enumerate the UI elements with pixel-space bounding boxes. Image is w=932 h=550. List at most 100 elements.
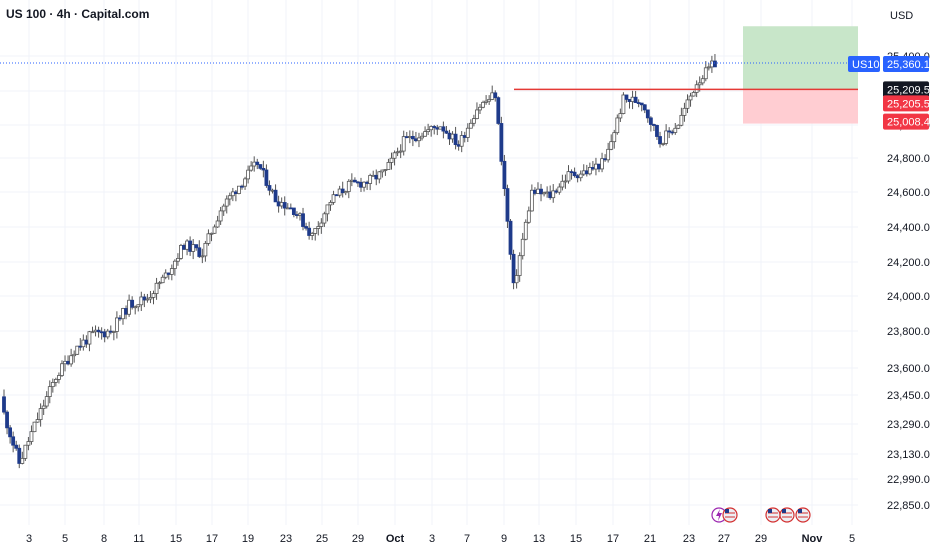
stop-badge-bg [883,113,929,130]
candle-up [81,339,86,348]
candle-up [606,148,611,161]
candle-down [295,214,299,216]
candle-up [526,210,531,223]
candle-up [75,345,80,355]
candle-up [252,161,257,167]
candle-up [133,306,138,309]
candle-up [438,126,443,130]
candle-up [325,204,330,215]
candle-up [145,298,150,301]
candle-down [291,207,296,215]
candle-up [700,78,705,84]
candle-up [682,107,687,116]
candle-up [395,151,400,154]
candle-down [432,126,437,129]
candle-up [563,180,568,183]
candle-up [172,260,177,269]
x-tick-label: Nov [802,533,824,545]
candle-up [377,171,382,180]
candle-down [182,244,186,250]
candle-down [255,161,260,165]
candle-up [47,386,52,397]
candle-down [658,136,662,145]
candle-up [343,191,348,194]
candle-down [667,130,672,133]
candle-up [661,142,665,145]
symbol-badge-bg [848,55,880,72]
candle-up [529,189,534,212]
target-zone [743,26,858,90]
candle-up [545,191,550,194]
candle-down [639,102,644,106]
candle-up [224,198,229,207]
candle-up [465,127,470,138]
candle-up [285,207,290,210]
candle-down [301,213,305,227]
lightning-glyph [716,509,722,521]
candle-up [246,169,251,180]
candle-up [691,92,696,97]
candle-down [441,126,446,132]
candle-up [206,233,211,244]
candle-up [630,96,635,102]
candle-up [349,179,354,182]
candle-up [600,158,604,170]
candle-up [121,308,125,320]
candle-up [676,124,681,129]
x-tick-label: 17 [206,533,218,545]
x-tick-label: 29 [755,533,767,545]
y-tick-label: 24,000.0 [887,291,930,303]
candle-up [221,205,226,212]
candle-up [139,296,144,306]
candle-up [673,127,678,133]
candle-up [517,255,522,276]
flag-canton [782,509,786,513]
candle-up [270,189,275,192]
candle-down [5,411,9,429]
candle-up [587,167,592,175]
candle-up [471,118,476,124]
candle-down [334,194,339,197]
candle-up [688,95,693,101]
candle-down [194,244,199,249]
candle-down [444,130,449,134]
candle-up [386,162,391,170]
candle-up [243,178,247,187]
candle-up [706,66,711,69]
y-tick-label: 23,290.0 [887,419,930,431]
candle-up [191,244,196,252]
price-badges: US100 25,360.1 25,209.5 25,205.5 25,008.4 [848,55,930,130]
candle-down [8,427,13,438]
y-tick-label: 23,130.0 [887,449,930,461]
candle-up [664,130,669,144]
x-tick-label: 7 [464,533,470,545]
candle-up [279,202,284,207]
candle-up [44,396,49,407]
candle-up [450,133,455,140]
candle-up [87,331,92,345]
candle-down [2,396,6,413]
last-price-badge: 25,360.1 [887,59,930,71]
candle-down [276,201,281,207]
candle-down [240,185,244,188]
candle-down [624,94,629,100]
candle-up [362,181,366,188]
candle-up [609,141,614,150]
candle-up [215,220,220,228]
currency-label: USD [890,10,914,22]
symbol-badge: US100 [852,59,886,71]
candle-up [310,233,315,236]
candle-down [142,296,147,301]
candle-down [108,330,113,333]
chart-title: US 100 · 4h · Capital.com [6,7,150,21]
candle-down [462,135,467,138]
candle-up [520,238,525,257]
candle-up [111,331,116,333]
flag-canton [768,509,772,513]
x-tick-label: 8 [101,533,107,545]
candle-up [514,275,519,284]
candle-down [267,185,272,191]
candle-down [66,360,70,365]
candle-down [584,170,589,175]
